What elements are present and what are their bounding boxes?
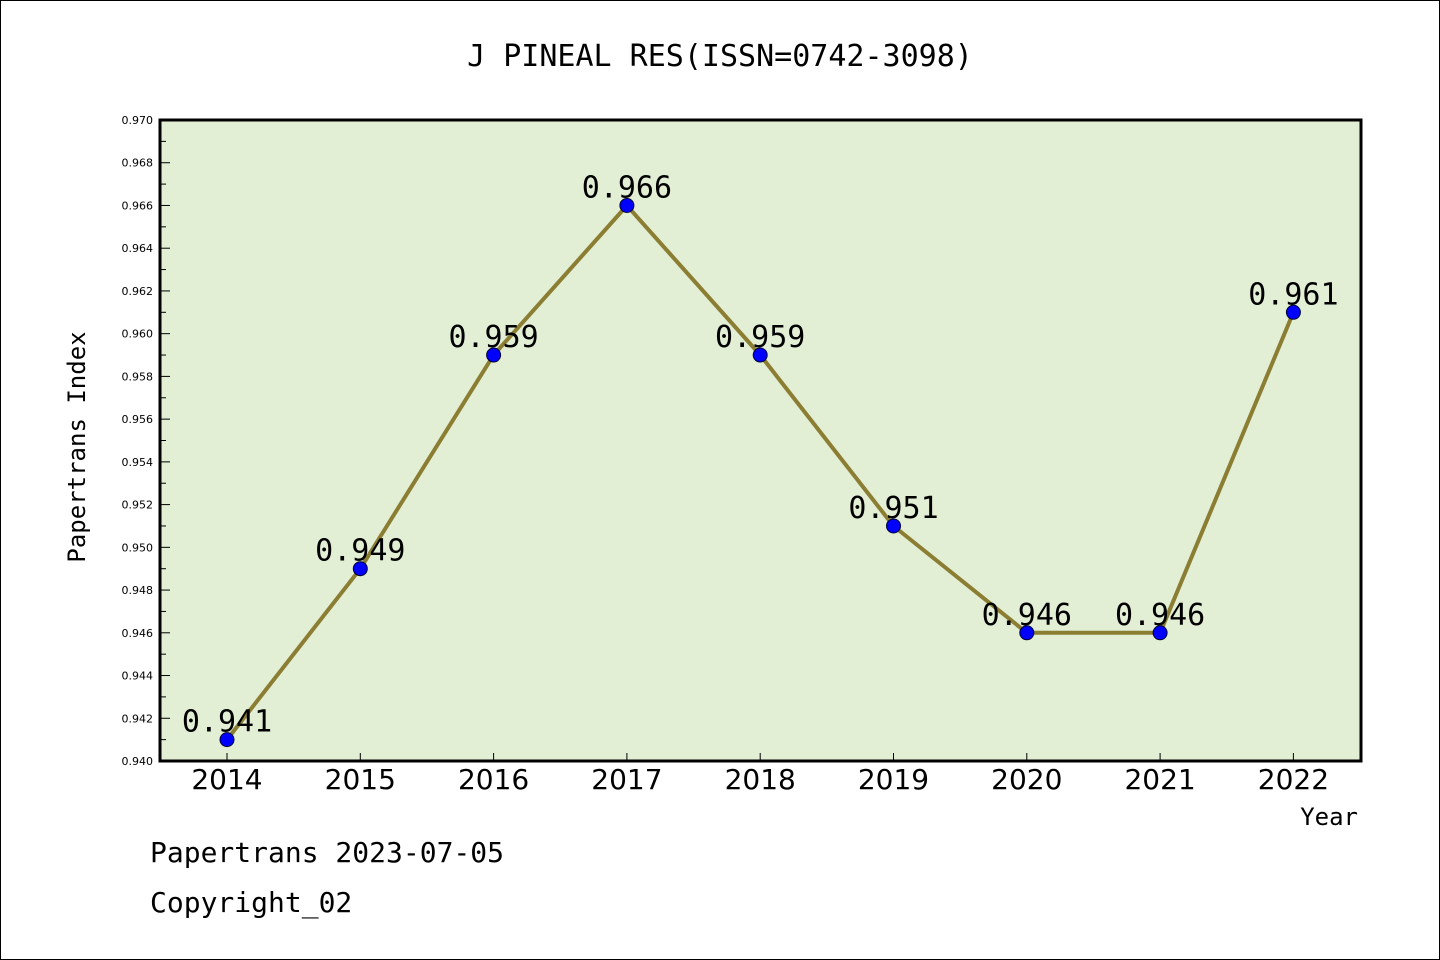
chart-title: J PINEAL RES(ISSN=0742-3098) bbox=[467, 39, 973, 74]
plot-area bbox=[158, 118, 1363, 763]
x-tick-label: 2014 bbox=[191, 763, 262, 796]
y-axis-ticks bbox=[160, 119, 170, 762]
data-point bbox=[352, 561, 368, 577]
y-tick-label: 0.966 bbox=[122, 199, 154, 212]
y-tick-label: 0.960 bbox=[122, 328, 154, 341]
data-label: 0.949 bbox=[315, 534, 405, 569]
x-tick-label: 2017 bbox=[591, 763, 662, 796]
y-tick-label: 0.964 bbox=[122, 242, 154, 255]
x-tick-label: 2021 bbox=[1124, 763, 1195, 796]
y-tick-label: 0.956 bbox=[122, 413, 154, 426]
data-point bbox=[1019, 625, 1035, 641]
footer-copyright: Copyright_02 bbox=[150, 886, 353, 919]
data-label: 0.946 bbox=[1115, 598, 1205, 633]
data-point bbox=[219, 732, 235, 748]
data-point bbox=[886, 518, 901, 534]
x-axis-label: Year bbox=[1300, 803, 1358, 831]
x-axis-ticks bbox=[226, 753, 1294, 761]
y-tick-label: 0.944 bbox=[122, 670, 154, 683]
footer-date: Papertrans 2023-07-05 bbox=[150, 836, 505, 869]
data-label: 0.951 bbox=[848, 491, 938, 526]
data-label: 0.946 bbox=[982, 598, 1072, 633]
y-tick-label: 0.948 bbox=[122, 584, 154, 597]
x-tick-label: 2015 bbox=[325, 763, 396, 796]
y-tick-label: 0.970 bbox=[122, 114, 154, 127]
y-tick-label: 0.968 bbox=[122, 157, 154, 170]
y-tick-label: 0.952 bbox=[122, 499, 154, 512]
x-tick-label: 2016 bbox=[458, 763, 529, 796]
data-label: 0.961 bbox=[1248, 277, 1338, 312]
y-tick-label: 0.950 bbox=[122, 541, 154, 554]
x-tick-label: 2019 bbox=[858, 763, 929, 796]
x-tick-label: 2022 bbox=[1258, 763, 1329, 796]
data-labels-layer: 0.941 0.949 0.959 0.966 0.959 0.951 0.946 0.946… bbox=[182, 170, 1339, 739]
data-label: 0.959 bbox=[448, 320, 538, 355]
data-point bbox=[1285, 304, 1301, 320]
y-tick-label: 0.954 bbox=[122, 456, 154, 469]
y-tick-label: 0.942 bbox=[122, 712, 154, 725]
data-label: 0.959 bbox=[715, 320, 805, 355]
y-tick-label: 0.962 bbox=[122, 285, 154, 298]
y-axis-tick-labels: 0.940 0.942 0.944 0.946 0.948 0.950 0.952 0.954… bbox=[122, 114, 154, 768]
data-point bbox=[619, 197, 635, 213]
y-tick-label: 0.958 bbox=[122, 370, 154, 383]
points-layer bbox=[219, 197, 1301, 748]
x-tick-label: 2018 bbox=[725, 763, 796, 796]
data-point bbox=[486, 347, 502, 363]
y-axis-label: Papertrans Index bbox=[63, 331, 91, 562]
data-point bbox=[752, 347, 768, 363]
x-tick-label: 2020 bbox=[991, 763, 1062, 796]
data-point bbox=[1152, 625, 1168, 641]
data-label: 0.941 bbox=[182, 705, 272, 740]
y-tick-label: 0.940 bbox=[122, 755, 154, 768]
x-axis-tick-labels: 2014 2015 2016 2017 2018 2019 2020 2021 2022 bbox=[191, 763, 1329, 796]
y-tick-label: 0.946 bbox=[122, 627, 154, 640]
data-label: 0.966 bbox=[582, 170, 672, 205]
